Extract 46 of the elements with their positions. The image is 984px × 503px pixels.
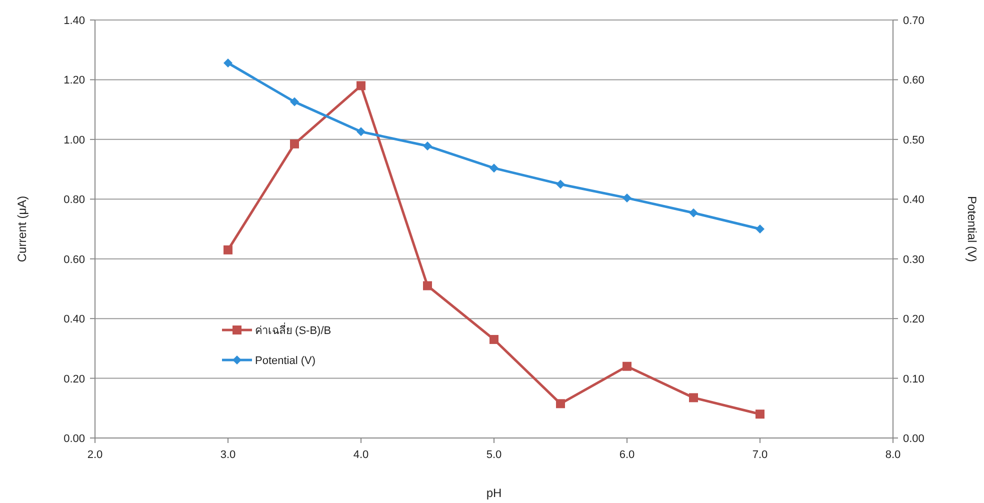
x-tick-label: 2.0 [87,449,103,461]
point [556,180,565,189]
point [356,81,366,90]
point [290,139,299,148]
point [756,410,764,419]
y-tick-label: 0.60 [64,254,85,266]
y-axis-title: Current (μA) [15,196,29,262]
y-tick-label: 0.80 [64,194,85,206]
x-tick-label: 4.0 [353,449,369,461]
y-tick-label: 0.20 [64,373,85,386]
point [556,399,565,408]
y2-tick-label: 0.40 [903,194,924,206]
y2-tick-label: 0.60 [903,74,924,87]
y-tick-label: 0.40 [64,314,85,326]
y2-axis-title: Potential (V) [965,196,979,262]
legend-label: ค่าเฉลี่ย (S-B)/B [255,322,332,337]
y2-tick-label: 0.20 [903,314,924,326]
y-tick-label: 0.00 [64,433,85,445]
point [689,208,698,218]
y-tick-label: 1.20 [64,74,85,87]
point [224,245,232,254]
point [423,141,432,150]
x-tick-label: 6.0 [619,449,635,461]
point [622,193,632,202]
y2-tick-label: 0.70 [903,15,924,27]
point [689,393,698,402]
point [490,334,498,344]
y2-tick-label: 0.00 [903,433,924,445]
y2-tick-label: 0.50 [903,134,924,146]
x-tick-label: 5.0 [486,449,502,461]
x-axis-title: pH [486,486,502,500]
legend-label: Potential (V) [255,355,316,367]
y2-tick-label: 0.10 [903,373,924,386]
y2-tick-label: 0.30 [903,254,924,266]
point [290,97,299,106]
x-tick-label: 8.0 [885,449,901,461]
point [490,164,498,173]
point [423,281,432,290]
y-tick-label: 1.00 [64,134,85,146]
point [756,224,764,234]
x-tick-label: 3.0 [220,449,236,461]
y-tick-label: 1.40 [64,15,85,27]
point [356,127,366,136]
x-tick-label: 7.0 [752,449,768,461]
point [622,362,632,371]
point [224,58,232,68]
